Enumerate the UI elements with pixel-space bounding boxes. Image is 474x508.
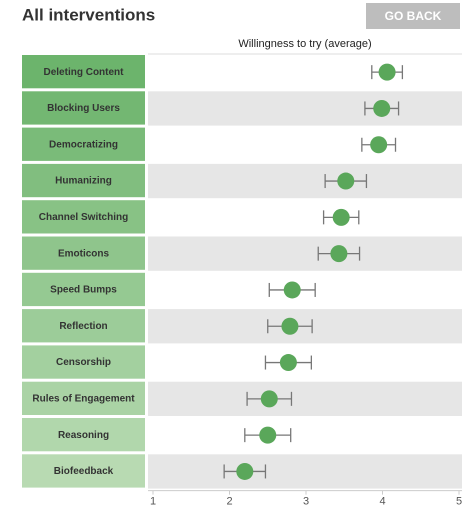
x-tick-label: 3 xyxy=(303,496,309,508)
row-stripe xyxy=(148,454,462,489)
category-label: Channel Switching xyxy=(39,212,128,223)
row-stripe xyxy=(148,236,462,271)
category-box xyxy=(22,55,145,89)
page-title: All interventions xyxy=(22,5,155,24)
dot xyxy=(259,426,277,444)
category-box xyxy=(22,272,145,307)
category-box xyxy=(22,381,145,415)
dot xyxy=(373,99,391,117)
go-back-button[interactable] xyxy=(366,3,460,29)
row-stripe xyxy=(148,381,462,416)
category-label: Speed Bumps xyxy=(50,285,117,296)
x-tick-label: 2 xyxy=(226,496,232,508)
category-label: Rules of Engagement xyxy=(32,393,135,404)
dot xyxy=(330,245,348,263)
category-box xyxy=(22,345,145,379)
category-label: Deleting Content xyxy=(44,67,125,78)
dot xyxy=(281,317,299,335)
dot xyxy=(370,136,388,154)
category-label: Democratizing xyxy=(49,139,118,150)
category-label: Humanizing xyxy=(55,176,112,187)
x-tick-label: 4 xyxy=(379,496,385,508)
category-label: Censorship xyxy=(56,357,111,368)
category-box xyxy=(22,309,145,343)
row-stripe xyxy=(148,163,462,199)
x-tick-label: 5 xyxy=(456,496,462,508)
dot xyxy=(378,63,396,81)
category-box xyxy=(22,454,145,488)
category-box xyxy=(22,200,145,234)
category-box xyxy=(22,163,145,198)
category-label: Reasoning xyxy=(58,430,109,441)
category-box xyxy=(22,418,145,452)
dot xyxy=(283,281,301,299)
go-back-label[interactable]: GO BACK xyxy=(385,9,442,23)
dot xyxy=(337,172,355,190)
category-label: Reflection xyxy=(59,321,107,332)
dot xyxy=(332,208,350,226)
category-label: Emoticons xyxy=(58,248,110,259)
category-box xyxy=(22,127,145,161)
dot xyxy=(260,390,278,408)
row-stripe xyxy=(148,91,462,126)
category-label: Biofeedback xyxy=(54,466,114,477)
dot xyxy=(236,462,254,480)
x-axis-title: Willingness to try (average) xyxy=(238,38,371,50)
x-tick-label: 1 xyxy=(150,496,156,508)
category-box xyxy=(22,91,145,125)
category-label: Blocking Users xyxy=(47,103,120,114)
category-box xyxy=(22,236,145,270)
dot xyxy=(279,354,297,372)
